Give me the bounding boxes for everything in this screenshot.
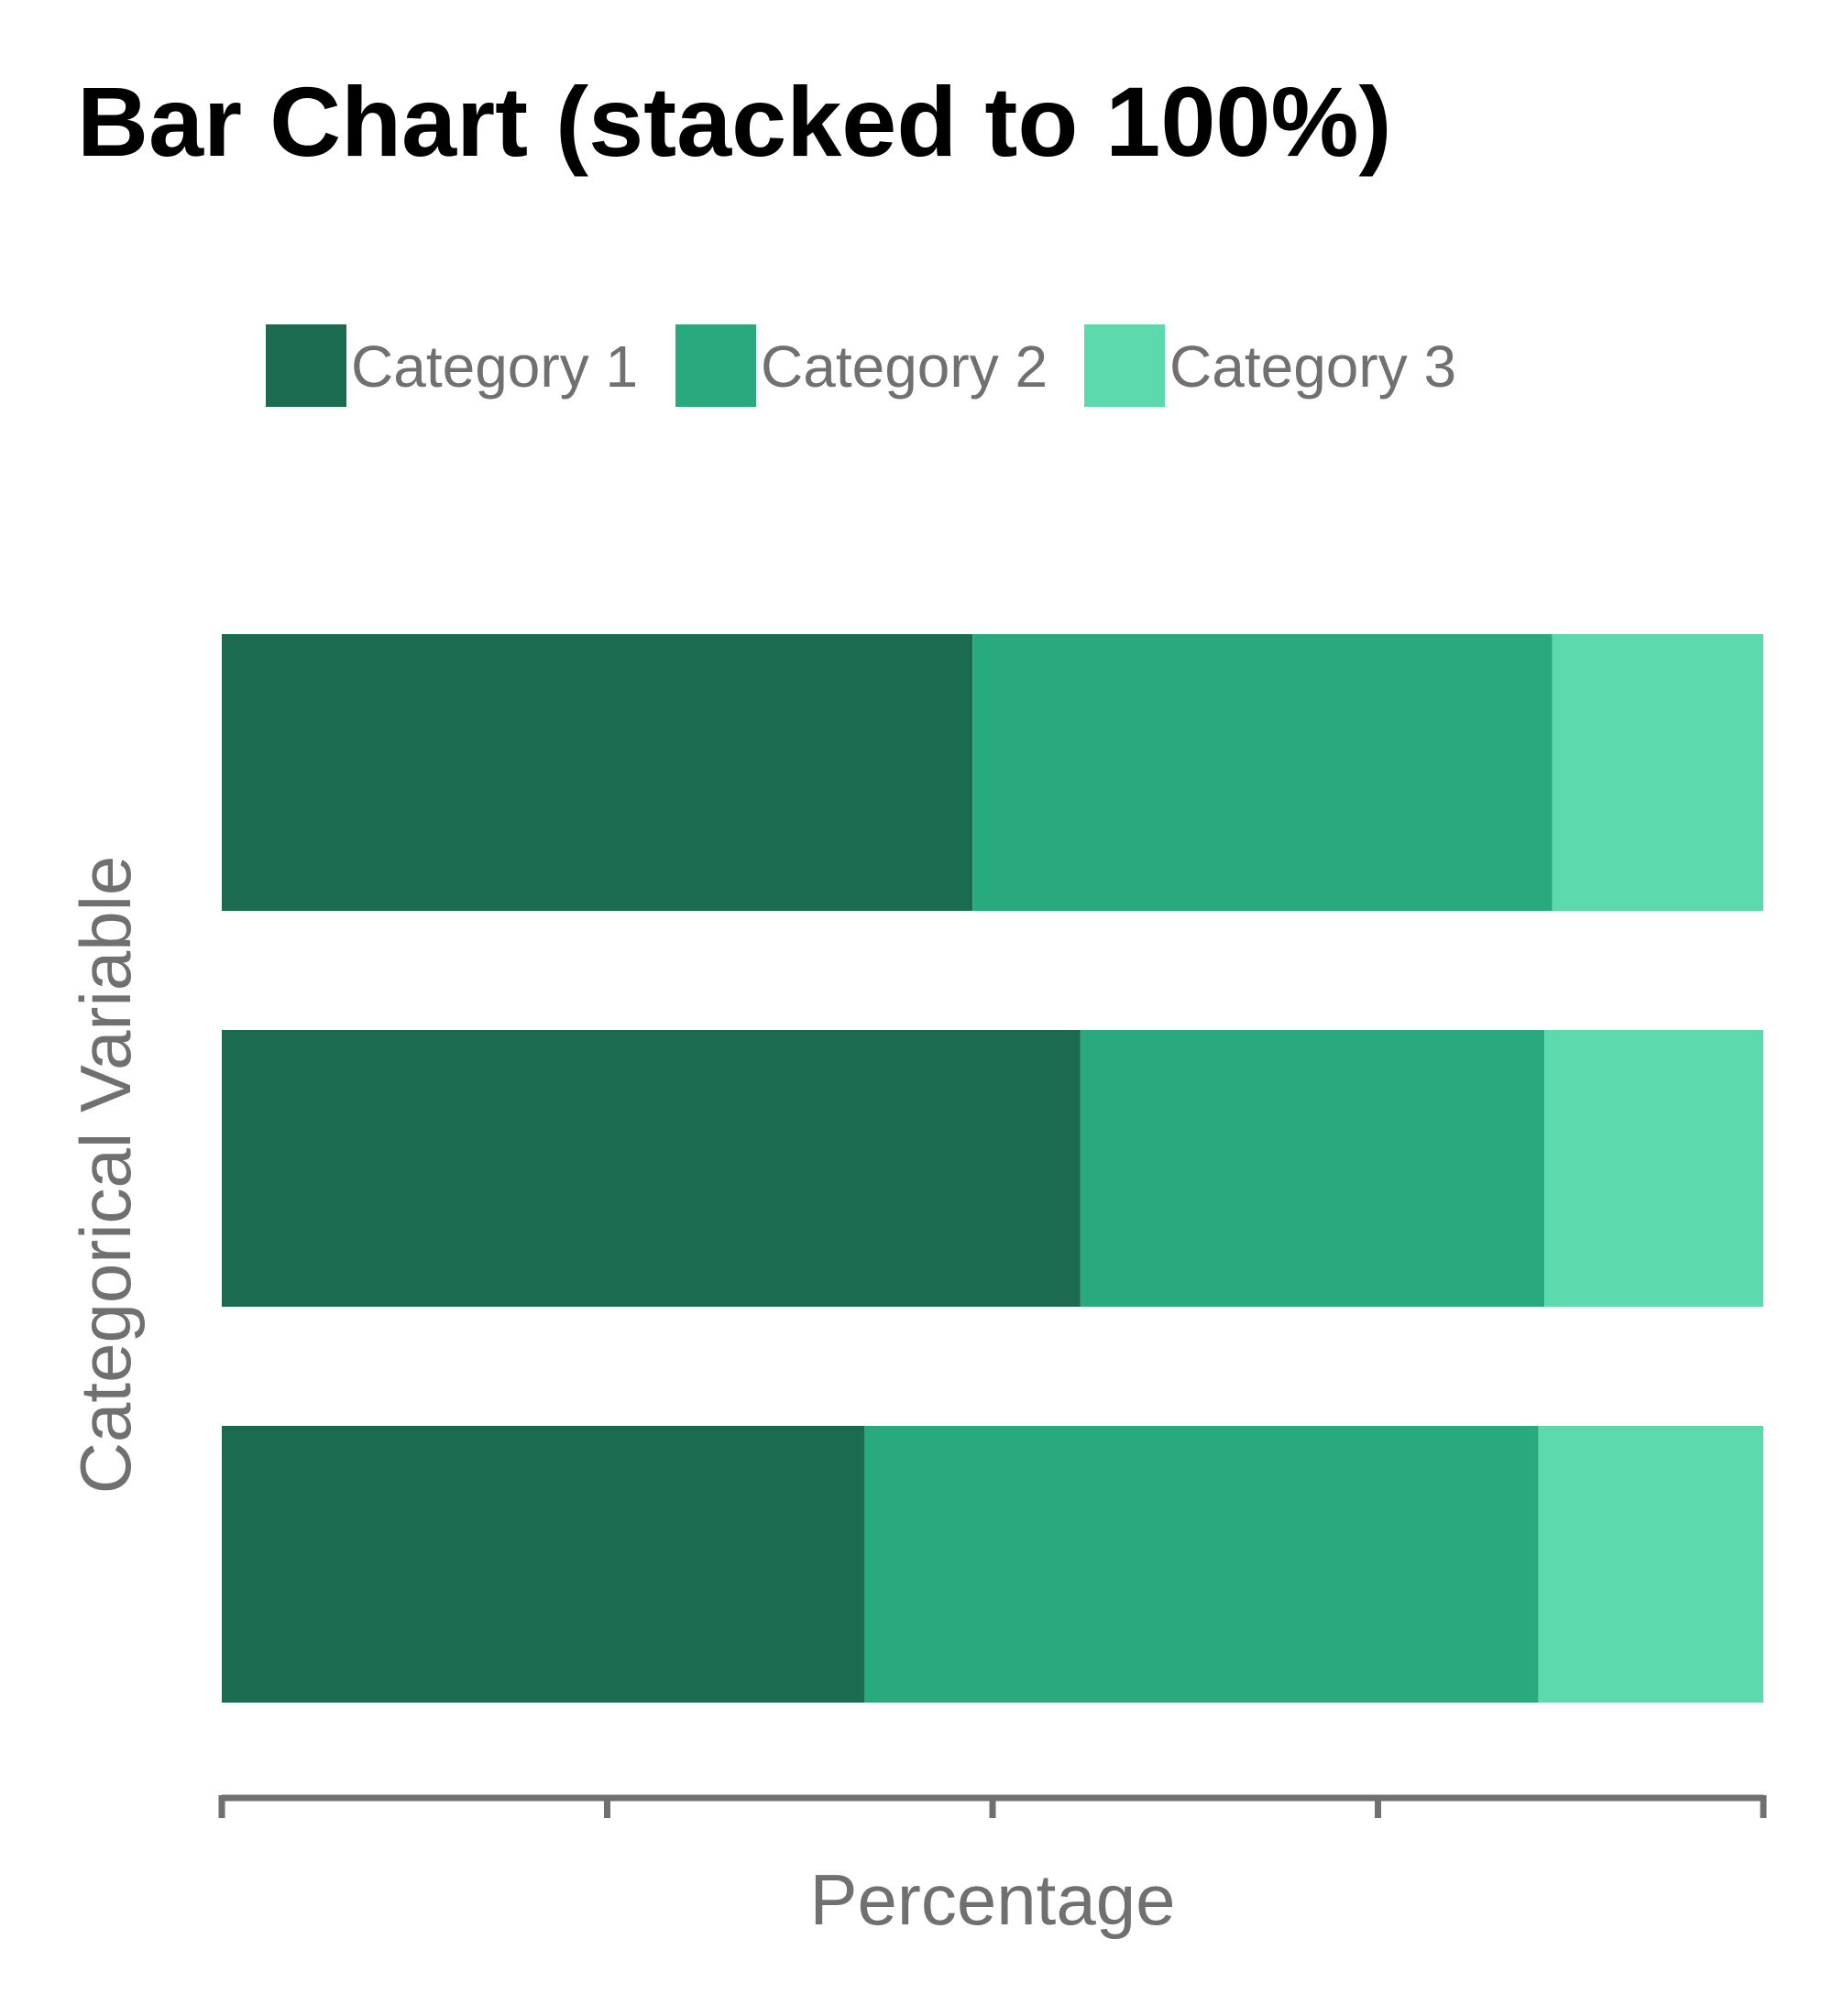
bar-segment-row3-series2	[864, 1426, 1539, 1703]
bar-segment-row1-series3	[1552, 634, 1763, 911]
bar-segment-row1-series1	[222, 634, 973, 911]
legend-label: Category 3	[1169, 334, 1456, 400]
legend-swatch	[675, 324, 756, 407]
legend-label: Category 2	[761, 334, 1048, 400]
bars-group	[222, 634, 1763, 1703]
bar-segment-row2-series3	[1544, 1030, 1763, 1307]
legend-label: Category 1	[351, 334, 638, 400]
x-axis	[218, 1794, 1767, 1818]
y-axis-label: Categorical Variable	[65, 856, 146, 1495]
legend-item-1: Category 1	[266, 324, 638, 407]
legend-swatch	[266, 324, 346, 407]
legend-item-2: Category 2	[675, 324, 1048, 407]
chart-title: Bar Chart (stacked to 100%)	[77, 66, 1391, 177]
legend-item-3: Category 3	[1084, 324, 1456, 407]
bar-segment-row1-series2	[972, 634, 1553, 911]
x-axis-label: Percentage	[810, 1859, 1176, 1940]
bar-segment-row3-series1	[222, 1426, 865, 1703]
legend-swatch	[1084, 324, 1165, 407]
legend: Category 1 Category 2 Category 3	[266, 324, 1456, 407]
bar-segment-row2-series1	[222, 1030, 1081, 1307]
bar-segment-row3-series3	[1538, 1426, 1763, 1703]
bar-segment-row2-series2	[1080, 1030, 1545, 1307]
